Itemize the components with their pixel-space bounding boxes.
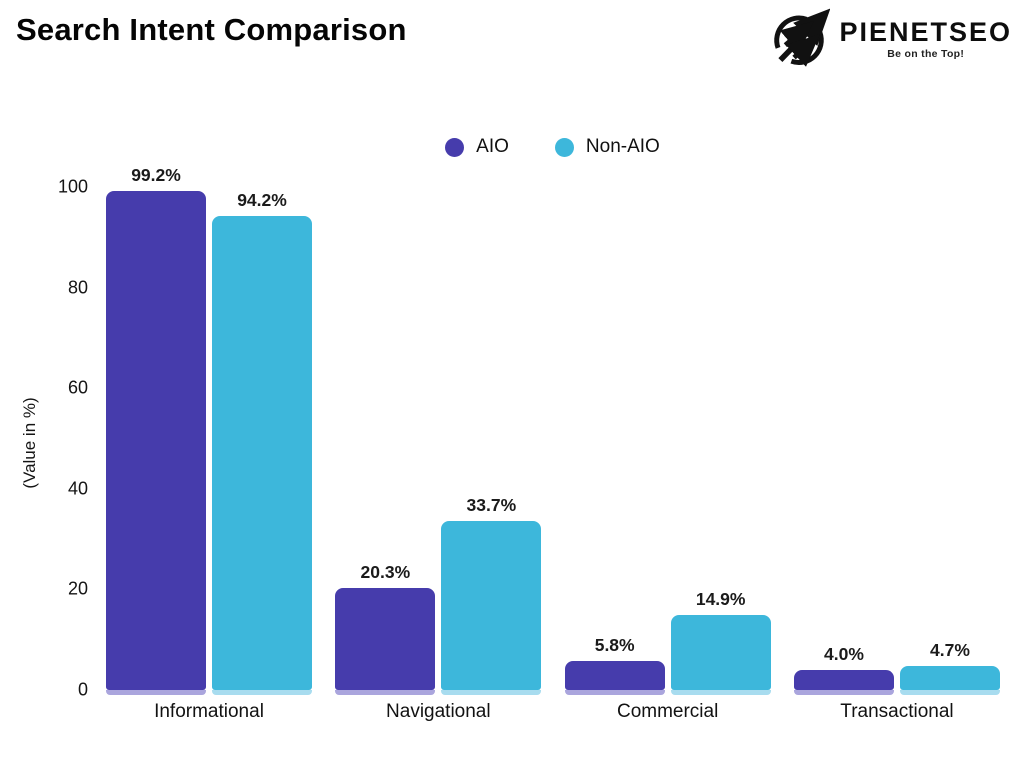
bar-aio-navigational: 20.3%: [335, 562, 436, 696]
x-category-label: Navigational: [386, 701, 491, 722]
pienetseo-logo-icon: [768, 8, 831, 70]
brand-text: PIENETSEO Be on the Top!: [839, 16, 1012, 61]
legend-dot-non-aio: [554, 137, 574, 157]
bar-value-label: 33.7%: [466, 494, 517, 515]
bar-group-commercial: 5.8% 14.9% Commercial: [564, 187, 771, 722]
bar-aio-commercial: 5.8%: [564, 635, 665, 696]
bar-group-transactional: 4.0% 4.7% Transactional: [793, 187, 1000, 722]
x-category-label: Commercial: [616, 701, 719, 722]
plot-area: 99.2% 94.2% Informational 20.3% 33.7% Na…: [95, 165, 1010, 722]
y-tick-label: 60: [67, 377, 88, 398]
bar-non-aio-navigational: 33.7%: [441, 495, 542, 695]
bar-non-aio-transactional: 4.7%: [899, 640, 1000, 695]
bar-group-informational: 99.2% 94.2% Informational: [106, 165, 312, 722]
bar-non-aio-informational: 94.2%: [212, 190, 312, 695]
bar-value-label: 94.2%: [237, 190, 287, 211]
bar-group-navigational: 20.3% 33.7% Navigational: [335, 187, 542, 722]
y-tick-label: 0: [77, 679, 88, 700]
bar-value-label: 4.0%: [824, 643, 864, 664]
legend-label-non-aio: Non-AIO: [585, 136, 660, 157]
brand-logo: PIENETSEO Be on the Top!: [768, 8, 1012, 70]
y-tick-label: 80: [67, 277, 88, 298]
legend-item-non-aio: Non-AIO: [554, 136, 660, 158]
bar-value-label: 99.2%: [131, 165, 181, 186]
bar-value-label: 5.8%: [594, 634, 635, 655]
y-tick-label: 100: [57, 176, 88, 197]
page-title: Search Intent Comparison: [16, 12, 407, 47]
bar-aio-informational: 99.2%: [106, 165, 206, 695]
bar-aio-transactional: 4.0%: [793, 644, 894, 696]
legend-item-aio: AIO: [445, 136, 509, 158]
x-category-label: Transactional: [840, 701, 954, 722]
bar-non-aio-commercial: 14.9%: [670, 589, 771, 695]
legend-dot-aio: [445, 137, 465, 157]
y-tick-label: 20: [67, 578, 88, 599]
legend-label-aio: AIO: [476, 136, 509, 157]
x-category-label: Informational: [154, 701, 264, 722]
bar-value-label: 4.7%: [930, 640, 970, 661]
y-axis-ticks: 0 20 40 60 80 100: [0, 177, 88, 700]
bar-value-label: 14.9%: [695, 589, 746, 610]
brand-tagline: Be on the Top!: [887, 48, 965, 61]
y-tick-label: 40: [67, 478, 88, 499]
bar-value-label: 20.3%: [360, 561, 411, 582]
chart-legend: AIO Non-AIO: [95, 136, 1010, 158]
brand-name: PIENETSEO: [839, 16, 1012, 47]
